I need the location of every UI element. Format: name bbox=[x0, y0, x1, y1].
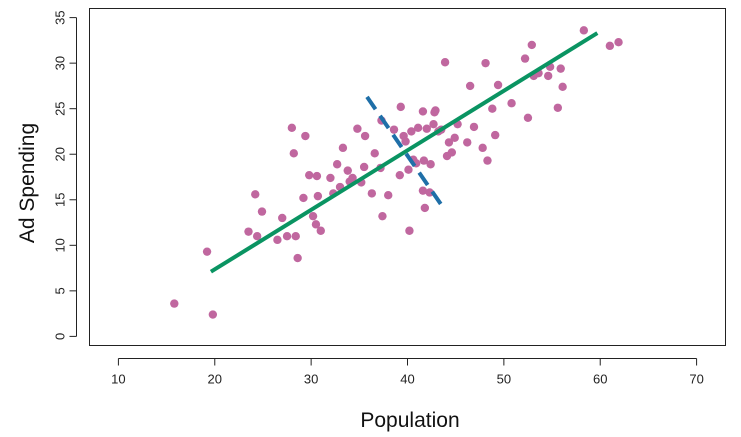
data-point bbox=[252, 232, 262, 241]
data-point bbox=[316, 226, 325, 235]
data-point bbox=[556, 64, 565, 73]
data-point bbox=[378, 211, 387, 221]
data-point bbox=[308, 211, 318, 221]
data-point bbox=[312, 171, 322, 181]
y-tick-label: 30 bbox=[53, 56, 68, 70]
y-axis-title: Ad Spending bbox=[16, 123, 39, 243]
data-point bbox=[353, 124, 362, 133]
data-point bbox=[465, 81, 475, 91]
y-tick-label: 25 bbox=[53, 101, 68, 115]
data-point bbox=[431, 106, 440, 115]
data-point bbox=[244, 227, 253, 236]
data-point bbox=[282, 232, 292, 241]
y-axis: 0 5 10 15 20 25 30 35 bbox=[53, 10, 77, 340]
data-point bbox=[395, 170, 404, 180]
data-point bbox=[170, 299, 179, 308]
data-point bbox=[605, 41, 615, 51]
data-point bbox=[418, 186, 428, 195]
data-point bbox=[384, 191, 393, 200]
data-point bbox=[447, 148, 457, 157]
data-point bbox=[291, 232, 300, 241]
data-point bbox=[469, 122, 479, 132]
x-tick-label: 20 bbox=[208, 372, 222, 387]
y-tick-label: 35 bbox=[53, 10, 68, 24]
data-points bbox=[170, 26, 623, 319]
data-point bbox=[426, 160, 435, 169]
data-point bbox=[422, 124, 431, 133]
data-point bbox=[202, 247, 212, 256]
data-point bbox=[444, 138, 454, 147]
x-axis-title: Population bbox=[360, 409, 459, 432]
data-point bbox=[493, 80, 503, 90]
data-point bbox=[425, 188, 434, 197]
data-point bbox=[553, 103, 563, 112]
data-point bbox=[478, 143, 487, 153]
data-point bbox=[305, 170, 314, 180]
data-point bbox=[343, 166, 352, 175]
data-point bbox=[527, 40, 537, 50]
data-point bbox=[301, 131, 310, 141]
data-point bbox=[311, 220, 321, 229]
data-point bbox=[507, 99, 516, 108]
y-tick-label: 20 bbox=[53, 147, 68, 161]
y-tick-label: 5 bbox=[53, 287, 68, 294]
data-point bbox=[543, 71, 553, 81]
data-point bbox=[523, 113, 533, 122]
y-tick-label: 15 bbox=[53, 193, 68, 207]
x-tick-label: 30 bbox=[304, 372, 318, 387]
data-point bbox=[488, 104, 497, 113]
data-point bbox=[313, 191, 323, 201]
fit-lines bbox=[209, 31, 599, 274]
x-tick-label: 10 bbox=[111, 372, 125, 387]
x-tick-label: 70 bbox=[689, 372, 703, 387]
data-point bbox=[579, 26, 589, 35]
data-point bbox=[338, 143, 348, 153]
data-point bbox=[299, 193, 308, 203]
data-point bbox=[419, 156, 429, 165]
data-point bbox=[367, 189, 377, 198]
data-point bbox=[370, 149, 379, 158]
data-point bbox=[413, 123, 423, 133]
y-tick-label: 10 bbox=[53, 238, 68, 252]
data-point bbox=[396, 102, 405, 112]
data-point bbox=[389, 125, 399, 134]
data-point bbox=[483, 156, 492, 165]
data-point bbox=[293, 253, 302, 263]
x-axis: 10 20 30 40 50 60 70 bbox=[111, 358, 704, 387]
data-point bbox=[257, 207, 267, 216]
data-point bbox=[289, 149, 298, 158]
data-point bbox=[348, 173, 357, 183]
data-point bbox=[405, 226, 414, 235]
data-point bbox=[418, 107, 428, 116]
data-point bbox=[332, 160, 342, 169]
data-point bbox=[490, 130, 500, 140]
x-tick-label: 40 bbox=[400, 372, 414, 387]
data-point bbox=[251, 190, 260, 199]
data-point bbox=[278, 213, 287, 223]
x-tick-label: 50 bbox=[497, 372, 511, 387]
data-point bbox=[404, 165, 413, 174]
data-point bbox=[463, 138, 472, 147]
x-tick-label: 60 bbox=[593, 372, 607, 387]
data-point bbox=[287, 123, 297, 133]
data-point bbox=[326, 173, 335, 183]
data-point bbox=[520, 54, 530, 63]
data-point bbox=[450, 133, 459, 143]
regression-line bbox=[209, 31, 599, 274]
data-point bbox=[401, 137, 410, 146]
data-point bbox=[481, 58, 490, 68]
data-point bbox=[558, 82, 567, 92]
data-point bbox=[360, 131, 370, 141]
data-point bbox=[420, 203, 430, 213]
data-point bbox=[359, 162, 369, 172]
plot-frame bbox=[89, 8, 726, 346]
data-point bbox=[429, 119, 438, 129]
data-point bbox=[614, 38, 623, 47]
y-tick-label: 0 bbox=[53, 333, 68, 340]
data-point bbox=[440, 58, 450, 67]
data-point bbox=[273, 235, 282, 245]
data-point bbox=[407, 127, 416, 136]
data-point bbox=[208, 310, 218, 319]
